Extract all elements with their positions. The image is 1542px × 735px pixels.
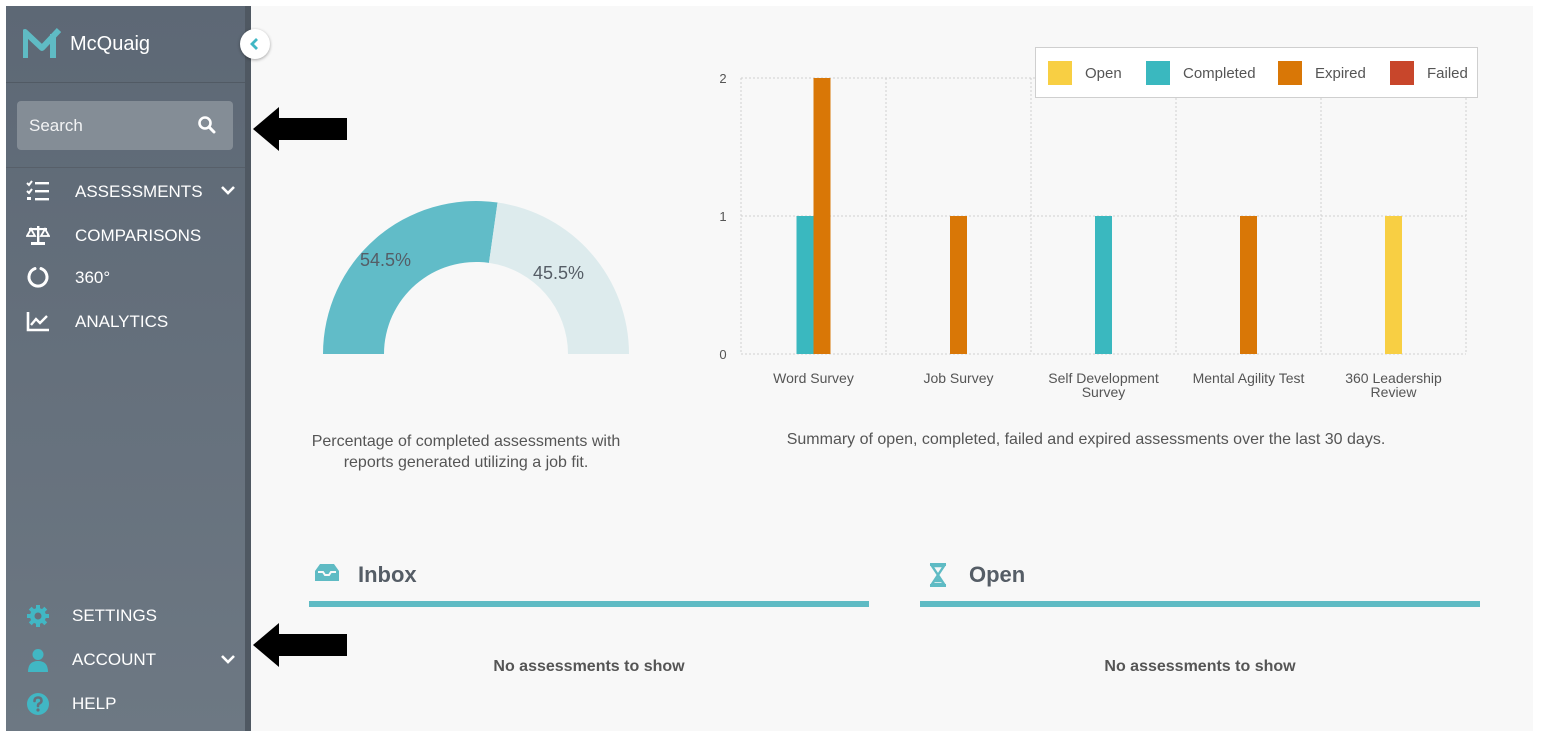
annotation-arrow-icon bbox=[253, 107, 347, 151]
sidebar-item-account[interactable]: ACCOUNT bbox=[6, 641, 245, 677]
user-icon bbox=[28, 649, 48, 672]
legend-swatch bbox=[1390, 61, 1414, 85]
search-input[interactable] bbox=[17, 101, 187, 150]
checklist-icon bbox=[26, 180, 49, 201]
gauge-remaining-label: 45.5% bbox=[533, 263, 585, 283]
x-tick-label: Review bbox=[1371, 384, 1418, 400]
sidebar-edge bbox=[245, 6, 251, 731]
y-tick-label: 2 bbox=[719, 71, 726, 86]
chart-caption: Summary of open, completed, failed and e… bbox=[786, 431, 1386, 448]
chevron-down-icon[interactable] bbox=[220, 653, 236, 665]
gauge-caption-line: reports generated utilizing a job fit. bbox=[343, 454, 589, 471]
bar bbox=[796, 216, 814, 354]
collapse-sidebar-button[interactable] bbox=[240, 29, 270, 59]
inbox-icon bbox=[315, 564, 339, 581]
mcquaig-logo-icon bbox=[23, 27, 61, 58]
sidebar-item-label: ACCOUNT bbox=[72, 650, 157, 669]
x-tick-label: 360 Leadership bbox=[1345, 370, 1442, 386]
x-tick-label: Word Survey bbox=[773, 370, 854, 386]
sidebar-divider bbox=[6, 167, 245, 168]
bar bbox=[950, 216, 967, 354]
circle-notch-icon bbox=[27, 267, 49, 288]
inbox-empty-message: No assessments to show bbox=[493, 658, 685, 675]
bar bbox=[813, 78, 831, 354]
x-tick-label: Mental Agility Test bbox=[1193, 370, 1305, 386]
sidebar-item-assessments[interactable]: ASSESSMENTS bbox=[6, 173, 245, 209]
sidebar-item-label: HELP bbox=[72, 694, 117, 713]
annotation-arrow-icon bbox=[253, 623, 347, 667]
open-header: Open bbox=[920, 558, 1480, 598]
gauge-caption: Percentage of completed assessments with… bbox=[296, 431, 636, 473]
legend-swatch bbox=[1146, 61, 1170, 85]
legend-label: Completed bbox=[1183, 65, 1256, 82]
legend-swatch bbox=[1278, 61, 1302, 85]
hourglass-icon bbox=[929, 563, 947, 587]
x-tick-label: Job Survey bbox=[923, 370, 993, 386]
gauge-remaining-arc bbox=[488, 202, 629, 354]
sidebar-item-label: COMPARISONS bbox=[75, 226, 202, 245]
sidebar-item-360[interactable]: 360° bbox=[6, 259, 245, 295]
sidebar-item-label: ANALYTICS bbox=[75, 312, 169, 331]
legend-label: Expired bbox=[1315, 65, 1366, 82]
panel-divider bbox=[309, 601, 869, 607]
sidebar-item-analytics[interactable]: ANALYTICS bbox=[6, 303, 245, 339]
inbox-title: Inbox bbox=[358, 562, 417, 587]
brand-header: McQuaig bbox=[6, 6, 245, 83]
chart-legend: Open Completed Expired Failed bbox=[1035, 47, 1478, 98]
y-tick-label: 1 bbox=[719, 209, 726, 224]
sidebar: McQuaig ASSESSMENTS bbox=[6, 6, 251, 731]
sidebar-item-comparisons[interactable]: COMPARISONS bbox=[6, 217, 245, 253]
legend-swatch bbox=[1048, 61, 1072, 85]
chevron-down-icon[interactable] bbox=[220, 184, 236, 196]
bar bbox=[1240, 216, 1257, 354]
balance-scale-icon bbox=[26, 226, 50, 245]
gauge-completed-arc bbox=[323, 200, 498, 354]
legend-label: Open bbox=[1085, 65, 1122, 82]
app-frame: McQuaig ASSESSMENTS bbox=[6, 6, 1533, 731]
bar bbox=[1095, 216, 1112, 354]
inbox-header: Inbox bbox=[309, 558, 869, 598]
gear-icon bbox=[27, 605, 49, 627]
assessment-bar-chart: 0 1 2 Word Survey Job Survey Self Development… bbox=[719, 71, 1467, 400]
chevron-left-icon bbox=[250, 38, 258, 50]
legend-label: Failed bbox=[1427, 65, 1468, 82]
search-icon[interactable] bbox=[197, 115, 217, 135]
panel-divider bbox=[920, 601, 1480, 607]
x-tick-label: Self Development bbox=[1048, 370, 1159, 386]
sidebar-item-label: ASSESSMENTS bbox=[75, 182, 203, 201]
completion-gauge bbox=[323, 200, 629, 354]
sidebar-item-label: 360° bbox=[75, 268, 111, 287]
brand-name: McQuaig bbox=[70, 33, 151, 55]
sidebar-item-help[interactable]: HELP bbox=[6, 685, 245, 721]
search-box bbox=[17, 101, 233, 150]
y-tick-label: 0 bbox=[719, 347, 726, 362]
bar bbox=[1385, 216, 1402, 354]
gauge-caption-line: Percentage of completed assessments with bbox=[311, 433, 621, 450]
x-tick-label: Survey bbox=[1082, 384, 1126, 400]
sidebar-item-settings[interactable]: SETTINGS bbox=[6, 597, 245, 633]
help-circle-icon bbox=[27, 693, 49, 715]
sidebar-item-label: SETTINGS bbox=[72, 606, 158, 625]
gauge-completed-label: 54.5% bbox=[360, 250, 412, 270]
line-chart-icon bbox=[26, 312, 49, 332]
open-title: Open bbox=[969, 562, 1026, 587]
open-empty-message: No assessments to show bbox=[1104, 658, 1296, 675]
